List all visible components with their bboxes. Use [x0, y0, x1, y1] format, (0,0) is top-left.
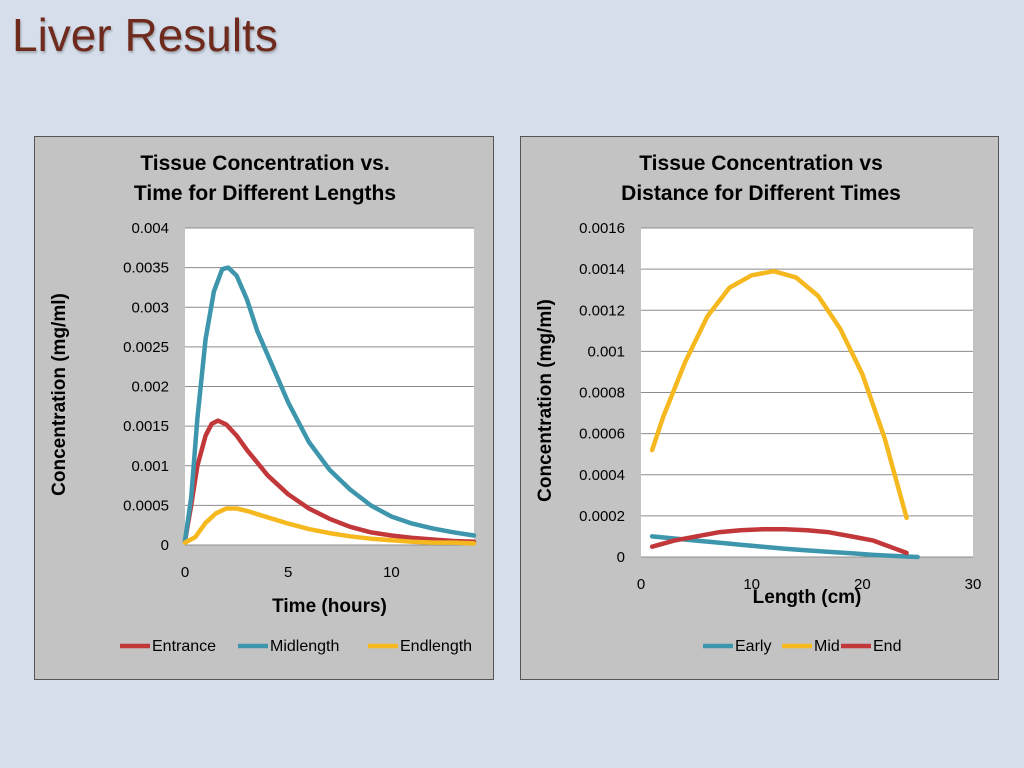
- series-line-midlength: [182, 265, 477, 544]
- y-axis-label: Concentration (mg/ml): [49, 293, 70, 496]
- y-axis-label: Concentration (mg/ml): [535, 299, 556, 502]
- y-tick-label: 0.0006: [579, 426, 625, 443]
- chart-title-line: Time for Different Lengths: [134, 182, 396, 205]
- chart-title-line: Tissue Concentration vs.: [140, 152, 389, 175]
- chart-distance-panel: Tissue Concentration vs Distance for Diff…: [520, 136, 999, 680]
- y-tick-label: 0.0002: [579, 508, 625, 525]
- y-tick-label: 0.001: [131, 458, 169, 475]
- chart-distance-svg: Tissue Concentration vs Distance for Diff…: [535, 152, 982, 655]
- legend-label-early: Early: [735, 638, 771, 655]
- y-tick-label: 0: [617, 549, 625, 566]
- chart-title-line: Tissue Concentration vs: [639, 152, 883, 175]
- y-tick-label: 0.0004: [579, 467, 625, 484]
- series-line-entrance: [182, 418, 477, 545]
- legend-label-mid: Mid: [814, 638, 840, 655]
- y-tick-label: 0.003: [131, 299, 169, 316]
- y-tick-label: 0.0014: [579, 261, 625, 278]
- chart-time-svg: Tissue Concentration vs. Time for Differe…: [49, 152, 477, 655]
- series-line-end: [649, 526, 909, 556]
- x-tick-label: 20: [854, 576, 871, 593]
- y-tick-label: 0.0035: [123, 260, 169, 277]
- chart-time-panel: Tissue Concentration vs. Time for Differe…: [34, 136, 494, 680]
- x-tick-label: 10: [743, 576, 760, 593]
- y-tick-label: 0.001: [587, 343, 625, 360]
- series-line-mid: [649, 268, 909, 521]
- y-tick-label: 0.0005: [123, 497, 169, 514]
- x-tick-label: 0: [181, 564, 189, 581]
- legend-label-midlength: Midlength: [270, 638, 339, 655]
- y-tick-label: 0.004: [131, 220, 169, 237]
- x-axis-label: Length (cm): [753, 587, 862, 608]
- y-tick-label: 0.0015: [123, 418, 169, 435]
- series-line-endlength: [182, 506, 477, 546]
- legend-label-entrance: Entrance: [152, 638, 216, 655]
- y-tick-label: 0.002: [131, 379, 169, 396]
- series-line-early: [649, 534, 920, 560]
- x-tick-label: 10: [383, 564, 400, 581]
- x-tick-label: 5: [284, 564, 292, 581]
- slide-title: Liver Results: [12, 9, 278, 61]
- legend-label-end: End: [873, 638, 901, 655]
- x-axis-label: Time (hours): [272, 596, 387, 617]
- x-tick-label: 0: [637, 576, 645, 593]
- y-tick-label: 0.0025: [123, 339, 169, 356]
- legend-label-endlength: Endlength: [400, 638, 472, 655]
- y-tick-label: 0: [161, 537, 169, 554]
- y-tick-label: 0.0016: [579, 220, 625, 237]
- x-tick-label: 30: [965, 576, 982, 593]
- chart-title-line: Distance for Different Times: [621, 182, 901, 205]
- y-tick-label: 0.0008: [579, 385, 625, 402]
- y-tick-label: 0.0012: [579, 302, 625, 319]
